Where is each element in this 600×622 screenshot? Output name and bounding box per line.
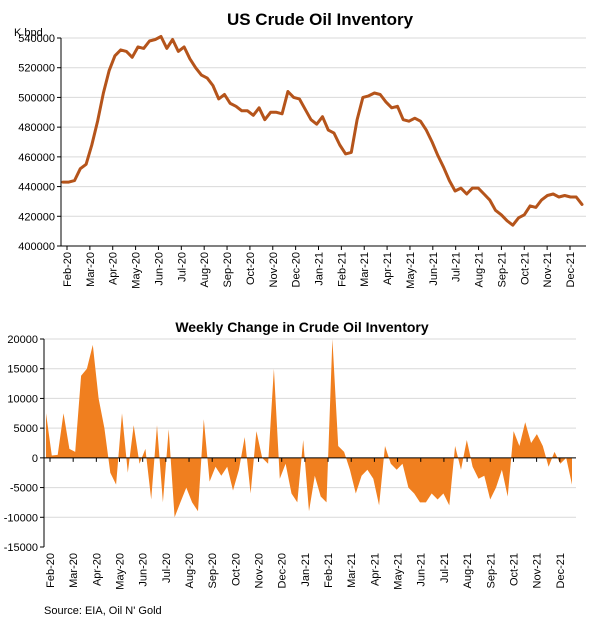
x-tick-label: Feb-20 <box>45 553 57 588</box>
y-tick-label: 400000 <box>18 241 55 253</box>
weekly-change-area <box>46 339 572 518</box>
x-tick-label: Oct-21 <box>508 553 520 586</box>
x-tick-label: May-21 <box>393 553 405 590</box>
x-tick-label: Nov-21 <box>542 252 554 287</box>
x-tick-label: Aug-21 <box>462 553 474 588</box>
y-tick-label: -10000 <box>4 512 38 524</box>
y-tick-label: -15000 <box>4 542 38 554</box>
source-note: Source: EIA, Oil N' Gold <box>44 605 162 617</box>
y-tick-label: 500000 <box>18 92 55 104</box>
x-tick-label: Dec-21 <box>565 252 577 287</box>
x-tick-label: Aug-21 <box>474 252 486 287</box>
y-tick-label: 540000 <box>18 33 55 45</box>
x-tick-label: Sep-20 <box>207 553 219 588</box>
y-tick-label: 15000 <box>7 364 38 376</box>
x-tick-label: Mar-20 <box>68 553 80 588</box>
x-tick-label: Dec-21 <box>555 553 567 588</box>
x-tick-label: Apr-20 <box>108 252 120 285</box>
x-tick-label: Jun-20 <box>138 553 150 587</box>
x-tick-label: Sep-21 <box>496 252 508 287</box>
weekly-change-area-chart: Weekly Change in Crude Oil Inventory -15… <box>4 319 576 617</box>
x-tick-label: Mar-21 <box>346 553 358 588</box>
x-tick-label: Oct-21 <box>519 252 531 285</box>
x-tick-label: May-20 <box>115 553 127 590</box>
y-tick-label: 20000 <box>7 334 38 346</box>
x-tick-label: Nov-21 <box>532 553 544 588</box>
x-tick-label: Mar-20 <box>85 252 97 287</box>
x-tick-label: Dec-20 <box>277 553 289 588</box>
x-tick-label: Apr-20 <box>91 553 103 586</box>
x-tick-label: Feb-21 <box>336 252 348 287</box>
x-tick-label: Apr-21 <box>382 252 394 285</box>
inventory-line-chart: US Crude Oil Inventory K bpd 400000 42000… <box>14 10 586 289</box>
x-tick-label: May-20 <box>131 252 143 289</box>
y-unit-label: K bpd <box>14 27 43 39</box>
x-tick-label: Jul-21 <box>439 553 451 583</box>
x-tick-label: Nov-20 <box>254 553 266 588</box>
x-tick-label: Jun-21 <box>416 553 428 587</box>
y-tick-label: 420000 <box>18 211 55 223</box>
x-tick-label: Sep-20 <box>222 252 234 287</box>
x-tick-label: Jan-21 <box>300 553 312 587</box>
x-tick-label: May-21 <box>405 252 417 289</box>
y-tick-label: 460000 <box>18 152 55 164</box>
x-tick-label: Sep-21 <box>485 553 497 588</box>
chart-title: Weekly Change in Crude Oil Inventory <box>175 319 429 335</box>
x-tick-label: Jul-21 <box>451 252 463 282</box>
x-tick-label: Jun-21 <box>428 252 440 286</box>
y-tick-label: 440000 <box>18 182 55 194</box>
x-tick-label: Nov-20 <box>268 252 280 287</box>
x-tick-label: Jul-20 <box>161 553 173 583</box>
x-tick-label: Aug-20 <box>184 553 196 588</box>
x-tick-label: Apr-21 <box>369 553 381 586</box>
x-tick-label: Jun-20 <box>153 252 165 286</box>
x-tick-label: Oct-20 <box>245 252 257 285</box>
x-tick-label: Feb-20 <box>62 252 74 287</box>
x-tick-label: Mar-21 <box>359 252 371 287</box>
y-tick-label: 520000 <box>18 63 55 75</box>
chart-title: US Crude Oil Inventory <box>227 10 414 29</box>
x-tick-label: Aug-20 <box>199 252 211 287</box>
x-tick-label: Jan-21 <box>313 252 325 286</box>
y-tick-label: 5000 <box>14 423 38 435</box>
x-tick-label: Oct-20 <box>230 553 242 586</box>
x-tick-label: Jul-20 <box>176 252 188 282</box>
y-tick-label: 480000 <box>18 122 55 134</box>
inventory-line <box>61 35 584 227</box>
x-tick-label: Dec-20 <box>291 252 303 287</box>
x-tick-label: Feb-21 <box>323 553 335 588</box>
y-tick-label: 0 <box>32 453 38 465</box>
y-tick-label: -5000 <box>10 483 38 495</box>
y-tick-label: 10000 <box>7 393 38 405</box>
